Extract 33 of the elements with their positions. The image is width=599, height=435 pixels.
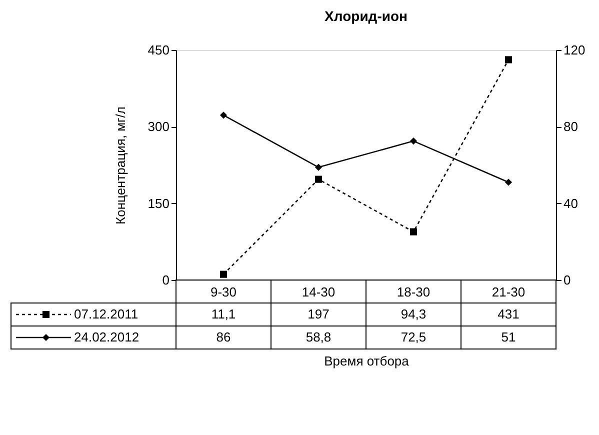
y-tick-label: 150	[148, 196, 170, 211]
data-label: 58,8	[306, 330, 332, 344]
chart-title: Хлорид-ион	[324, 8, 408, 24]
point	[220, 112, 228, 119]
x-tick-label: 21-30	[492, 284, 526, 300]
legend-label: 07.12.2011	[74, 306, 138, 322]
legend-label: 24.02.2012	[74, 330, 140, 344]
y2-tick-label: 0	[564, 272, 571, 288]
point	[220, 270, 228, 278]
data-label: 197	[308, 306, 330, 322]
x-axis-title: Время отбора	[324, 354, 410, 368]
data-label: 86	[216, 330, 231, 344]
y2-tick-label: 120	[564, 42, 586, 58]
y-tick-label: 450	[148, 42, 170, 58]
y-tick-label: 300	[148, 119, 170, 134]
y-tick-label: 0	[162, 272, 170, 288]
point	[314, 164, 322, 171]
data-label: 94,3	[400, 306, 426, 322]
data-label: 11,1	[211, 306, 236, 322]
x-tick-label: 14-30	[302, 284, 336, 300]
data-label: 51	[501, 330, 516, 344]
point	[504, 56, 512, 64]
y2-tick-label: 80	[564, 119, 578, 134]
y-axis-title: Концентрация, мг/л	[112, 106, 128, 224]
y2-tick-label: 40	[564, 196, 578, 211]
point	[314, 176, 322, 183]
point	[410, 138, 418, 145]
data-label: 72,5	[400, 330, 426, 344]
point	[410, 228, 418, 236]
data-label: 431	[498, 306, 520, 322]
x-tick-label: 18-30	[396, 284, 430, 300]
x-tick-label: 9-30	[210, 284, 237, 300]
point	[504, 178, 512, 186]
